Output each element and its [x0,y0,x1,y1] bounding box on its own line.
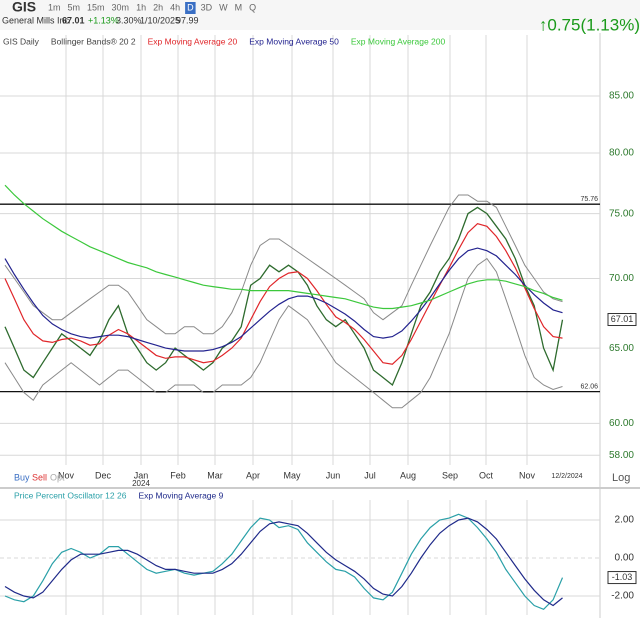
x-tick-label: Dec [95,470,112,480]
bollinger-band [4,257,563,409]
last-value-label: 67.01 [611,314,634,324]
interval-button[interactable]: D [187,2,194,12]
legend-entry[interactable]: Exp Moving Average 9 [138,490,223,500]
interval-button[interactable]: 15m [87,2,105,12]
y-tick-label: 70.00 [609,273,634,284]
legend-entry[interactable]: Exp Moving Average 50 [249,36,339,46]
legend-entry[interactable]: Bollinger Bands® 20 2 [51,36,136,46]
x-tick-label: Apr [246,470,260,480]
legend-entry[interactable]: Price Percent Oscillator 12 26 [14,490,127,500]
interval-button[interactable]: Q [249,2,256,12]
x-tick-label: Sep [442,470,458,480]
order-button[interactable]: Buy [14,472,30,482]
x-tick-label: Jul [364,470,376,480]
indicator-line [4,513,564,611]
x-tick-label: Jan [134,470,149,480]
price-line [4,206,564,387]
date: 1/10/2025 [140,15,180,25]
indicator-line [4,223,563,365]
scale-toggle[interactable]: Log [612,472,630,484]
x-tick-label: Feb [170,470,186,480]
annotation-label: 62.06 [580,383,598,390]
legend-entry[interactable]: GIS Daily [3,36,40,46]
x-tick-label: 12/2/2024 [551,473,582,480]
x-tick-label: Oct [479,470,494,480]
last-value-label: -1.03 [612,572,633,582]
change-pct: +1.13% [88,15,119,25]
interval-button[interactable]: 1m [48,2,61,12]
indicator-line [4,247,563,352]
y-tick-label: 2.00 [615,515,635,526]
price: 67.01 [62,15,85,25]
x-tick-label: Nov [519,470,536,480]
bollinger-band [4,194,563,335]
x-tick-label: Mar [207,470,223,480]
interval-button[interactable]: 3D [201,2,213,12]
y-tick-label: 60.00 [609,418,634,429]
legend-entry[interactable]: Exp Moving Average 20 [148,36,238,46]
year-label: 2024 [132,479,150,488]
x-tick-label: Aug [400,470,416,480]
interval-button[interactable]: 4h [170,2,180,12]
legend-entry[interactable]: Exp Moving Average 200 [351,36,446,46]
y-tick-label: 80.00 [609,148,634,159]
last-value-box [607,571,637,585]
order-button[interactable]: Sell [32,472,47,482]
interval-button[interactable]: 5m [68,2,81,12]
y-tick-label: -2.00 [611,591,634,602]
interval-button[interactable]: W [219,2,228,12]
y-tick-label: 65.00 [609,343,634,354]
interval-button[interactable]: 30m [112,2,130,12]
y-tick-label: 85.00 [609,91,634,102]
y-tick-label: 58.00 [609,450,634,461]
interval-button[interactable]: M [235,2,243,12]
y-tick-label: 75.00 [609,208,634,219]
interval-button[interactable]: 2h [153,2,163,12]
indicator-line [4,184,563,310]
range-pct: 3.30% [116,15,142,25]
order-button[interactable]: Opt [50,472,65,482]
interval-selected [185,2,196,14]
toolbar [0,0,640,30]
x-tick-label: Jun [326,470,341,480]
volume: 97.99 [176,15,199,25]
last-value-box [607,313,637,327]
symbol: GIS [12,0,36,15]
x-tick-label: May [283,470,301,480]
indicator-line [4,517,563,607]
company-name: General Mills Inc [2,15,70,25]
annotation-label: 75.76 [580,196,598,203]
x-tick-label: Nov [58,470,75,480]
interval-button[interactable]: 1h [136,2,146,12]
y-tick-label: 0.00 [615,553,635,564]
change: ↑0.75(1.13%) [539,15,640,34]
